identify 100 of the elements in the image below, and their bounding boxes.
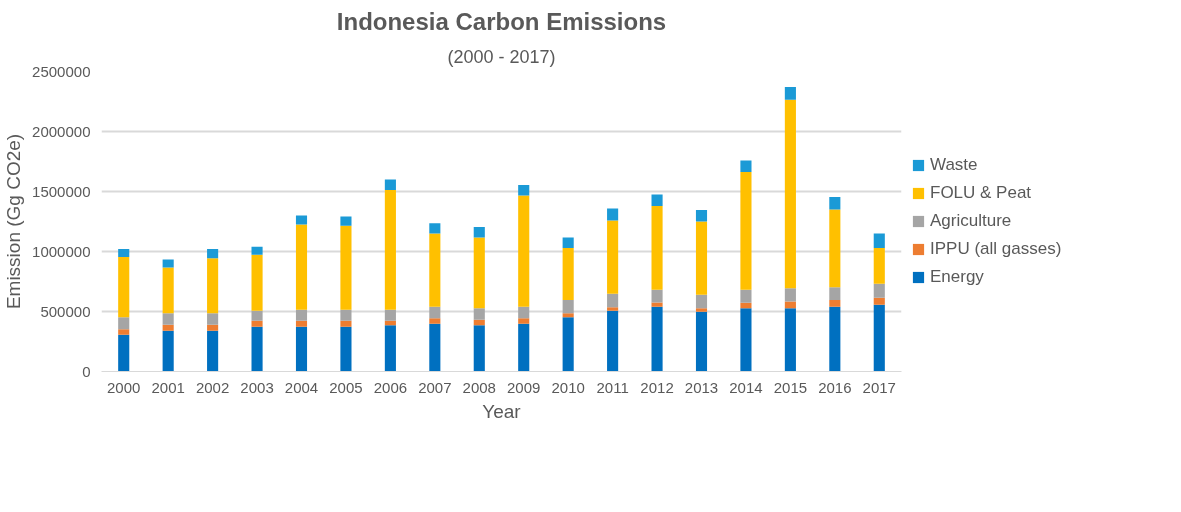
bar bbox=[829, 196, 841, 210]
legend-label: Agriculture bbox=[930, 211, 1012, 231]
bar bbox=[695, 294, 708, 309]
bar bbox=[829, 299, 841, 307]
legend-label: Energy bbox=[930, 267, 984, 287]
bar bbox=[162, 324, 174, 331]
bar bbox=[873, 247, 885, 284]
x-tick-label: 2016 bbox=[818, 378, 852, 396]
bar bbox=[118, 317, 130, 330]
bar bbox=[562, 317, 574, 372]
bar bbox=[207, 324, 219, 331]
y-tick-label: 1000000 bbox=[32, 242, 91, 260]
chart-subtitle: (2000 - 2017) bbox=[447, 46, 556, 67]
y-axis-title: Emission (Gg CO2e) bbox=[3, 133, 25, 310]
x-tick-label: 2003 bbox=[240, 378, 274, 396]
bar bbox=[651, 289, 663, 303]
x-tick-label: 2004 bbox=[284, 378, 319, 396]
bar bbox=[162, 267, 174, 314]
bar bbox=[518, 323, 530, 372]
bar bbox=[473, 226, 485, 238]
x-tick-label: 2011 bbox=[596, 378, 629, 396]
bar bbox=[740, 302, 752, 309]
bar bbox=[651, 302, 663, 307]
y-tick-label: 0 bbox=[82, 362, 91, 380]
bar bbox=[251, 246, 263, 255]
x-tick-label: 2001 bbox=[151, 378, 185, 396]
bar bbox=[784, 87, 796, 100]
bar bbox=[562, 313, 574, 318]
bar bbox=[295, 309, 308, 321]
x-tick-label: 2008 bbox=[462, 378, 496, 396]
x-tick-label: 2005 bbox=[329, 378, 363, 396]
x-tick-label: 2017 bbox=[862, 378, 896, 396]
x-tick-label: 2014 bbox=[729, 378, 763, 396]
bar bbox=[784, 308, 796, 372]
x-tick-label: 2006 bbox=[373, 378, 408, 396]
bar bbox=[340, 225, 352, 310]
bar bbox=[607, 307, 619, 311]
legend-label: Waste bbox=[930, 155, 978, 175]
y-tick-label: 2000000 bbox=[32, 122, 91, 140]
x-tick-label: 2002 bbox=[195, 378, 230, 396]
bar bbox=[384, 309, 396, 321]
legend-label: IPPU (all gasses) bbox=[930, 239, 1062, 259]
bar bbox=[829, 209, 841, 288]
bar bbox=[607, 208, 619, 221]
x-axis-title: Year bbox=[482, 400, 522, 422]
bar bbox=[784, 288, 796, 302]
bar bbox=[740, 171, 752, 290]
bar bbox=[473, 325, 485, 372]
bar bbox=[562, 299, 574, 314]
bar bbox=[873, 283, 885, 298]
bar bbox=[429, 323, 441, 372]
bar bbox=[740, 308, 752, 372]
bar bbox=[207, 258, 219, 314]
x-tick-label: 2009 bbox=[507, 378, 541, 396]
bar bbox=[207, 330, 219, 372]
bar bbox=[162, 259, 174, 268]
bar bbox=[118, 334, 130, 372]
bar bbox=[873, 297, 885, 305]
bar bbox=[607, 293, 619, 308]
bar bbox=[251, 310, 263, 321]
bar bbox=[518, 306, 530, 319]
bar bbox=[695, 311, 708, 372]
bar bbox=[118, 256, 130, 318]
bar bbox=[607, 220, 619, 294]
bar bbox=[473, 319, 485, 326]
chart-title: Indonesia Carbon Emissions bbox=[336, 7, 667, 35]
bar bbox=[829, 287, 841, 300]
x-tick-label: 2010 bbox=[551, 378, 585, 396]
bar bbox=[607, 310, 619, 372]
bar bbox=[651, 205, 663, 290]
bar bbox=[740, 160, 752, 172]
x-tick-label: 2012 bbox=[640, 378, 674, 396]
bar bbox=[295, 224, 308, 310]
bar bbox=[251, 254, 263, 311]
bar bbox=[784, 99, 796, 289]
bar bbox=[518, 195, 530, 307]
bar bbox=[251, 320, 263, 327]
bar bbox=[340, 326, 352, 372]
bar bbox=[384, 320, 396, 326]
bar bbox=[651, 194, 663, 206]
bar bbox=[562, 237, 574, 248]
bar bbox=[873, 233, 885, 248]
bar bbox=[429, 223, 441, 234]
bar bbox=[562, 247, 574, 300]
bar bbox=[695, 308, 708, 312]
bar bbox=[251, 326, 263, 372]
bar bbox=[162, 313, 174, 325]
bar bbox=[829, 306, 841, 372]
bar bbox=[118, 329, 130, 335]
bar bbox=[207, 248, 219, 259]
bar bbox=[873, 304, 885, 372]
bar bbox=[473, 237, 485, 309]
bar bbox=[162, 330, 174, 372]
x-tick-label: 2007 bbox=[418, 378, 452, 396]
y-tick-label: 1500000 bbox=[32, 182, 91, 200]
bar bbox=[340, 320, 352, 327]
bar bbox=[384, 179, 396, 191]
bar bbox=[429, 306, 441, 319]
bar bbox=[784, 301, 796, 309]
bar bbox=[295, 320, 308, 327]
